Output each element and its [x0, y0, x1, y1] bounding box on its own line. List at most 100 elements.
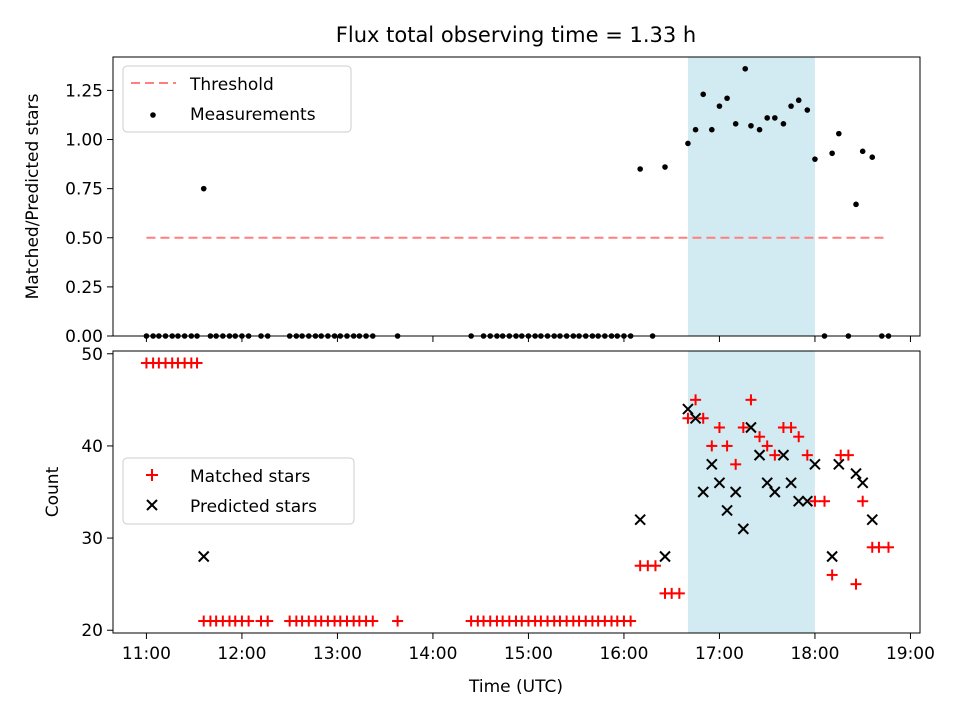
x-tick-label: 16:00 [599, 644, 648, 664]
measurement-point [836, 130, 842, 137]
measurement-point [742, 65, 749, 72]
x-tick-label: 15:00 [504, 644, 553, 664]
ratio-legend: Threshold Measurements [122, 65, 352, 133]
legend-matched-label: Matched stars [190, 467, 310, 487]
measurement-point [804, 107, 811, 113]
x-tick-label: 19:00 [886, 644, 935, 664]
predicted-star-point [713, 477, 726, 489]
matched-star-point [857, 495, 869, 507]
y-tick-label: 50 [81, 345, 103, 365]
matched-star-point [721, 440, 733, 452]
measurement-point [692, 126, 699, 133]
legend-measurements-swatch [150, 112, 156, 118]
x-tick-label: 12:00 [217, 644, 266, 664]
matched-star-point [649, 560, 661, 572]
predicted-star-point [801, 495, 814, 507]
x-tick-label: 13:00 [313, 644, 362, 664]
measurement-point [788, 103, 794, 109]
predicted-star-point [866, 513, 878, 526]
predicted-star-point [682, 403, 694, 415]
predicted-star-point [737, 523, 750, 535]
predicted-star-point [198, 550, 210, 563]
ratio-legend-box [122, 65, 352, 133]
ratio-highlight-span [687, 57, 815, 336]
matched-star-point [625, 615, 637, 627]
measurement-point [637, 166, 643, 172]
predicted-star-point [833, 458, 845, 471]
predicted-star-point [761, 477, 773, 489]
matched-star-point [769, 449, 781, 461]
predicted-star-point [729, 486, 742, 498]
chart-title: Flux total observing time = 1.33 h [336, 23, 696, 47]
measurement-point [756, 126, 763, 133]
matched-star-point [191, 357, 203, 369]
time-x-axis: 11:00 12:00 13:00 14:00 15:00 16:00 17:00 18:00… [122, 633, 935, 664]
count-y-axis: 20 30 40 50 [81, 345, 113, 641]
legend-threshold-label: Threshold [189, 75, 274, 95]
predicted-star-point [753, 449, 766, 461]
matched-star-point [392, 615, 404, 627]
matched-star-point [367, 615, 379, 627]
measurement-point [780, 121, 787, 127]
ratio-panel: 0.00 0.25 0.50 0.75 1.00 1.25 Matched/Predict… [23, 56, 921, 347]
y-tick-label: 1.25 [65, 81, 103, 101]
predicted-star-point [826, 550, 838, 563]
x-tick-label: 18:00 [790, 644, 839, 664]
predicted-star-point [634, 513, 646, 526]
y-tick-label: 0.25 [65, 278, 103, 298]
matched-star-point [882, 541, 894, 553]
matched-star-point [754, 431, 766, 443]
count-y-label: Count [43, 466, 63, 517]
measurement-point [685, 140, 691, 147]
predicted-star-point [777, 449, 790, 461]
y-tick-label: 1.00 [65, 131, 103, 151]
x-tick-label: 17:00 [695, 644, 744, 664]
matched-star-point [690, 394, 702, 406]
y-tick-label: 0.50 [65, 229, 103, 249]
matched-star-point [818, 495, 830, 507]
matched-star-point [850, 578, 862, 590]
measurement-point [764, 115, 770, 121]
y-tick-label: 30 [81, 529, 103, 549]
predicted-star-point [850, 467, 862, 480]
measurement-point [716, 103, 723, 109]
count-legend: Matched stars Predicted stars [122, 457, 355, 525]
matched-star-point [826, 569, 838, 581]
matched-star-point [697, 412, 709, 424]
ratio-axes-frame [112, 56, 921, 337]
matched-star-point [761, 440, 773, 452]
x-tick-label: 14:00 [408, 644, 457, 664]
y-tick-label: 0.75 [65, 180, 103, 200]
count-highlight-span [687, 351, 815, 633]
y-tick-label: 0.00 [65, 327, 103, 347]
ratio-y-axis: 0.00 0.25 0.50 0.75 1.00 1.25 [65, 81, 113, 347]
measurement-point [724, 95, 730, 102]
predicted-star-point [785, 477, 797, 489]
predicted-star-point [721, 504, 733, 517]
matched-star-point [745, 394, 757, 406]
matched-star-point [873, 541, 885, 553]
matched-star-point [713, 421, 725, 433]
predicted-star-point [745, 421, 757, 434]
matched-star-point [682, 412, 694, 424]
matched-star-point [785, 421, 797, 433]
measurement-point [812, 156, 818, 162]
measurement-point [700, 91, 707, 98]
predicted-star-point [689, 412, 702, 424]
predicted-star-point [809, 458, 821, 471]
ratio-y-label: Matched/Predicted stars [23, 93, 43, 299]
measurement-point [829, 150, 835, 157]
matched-star-point [809, 495, 821, 507]
measurement-point [853, 201, 859, 208]
measurement-point [772, 115, 778, 121]
matched-star-point [243, 615, 255, 627]
matched-star-point [262, 615, 274, 627]
predicted-star-point [697, 486, 709, 498]
matched-star-point [842, 449, 854, 461]
matched-star-point [706, 440, 718, 452]
y-tick-label: 20 [81, 621, 103, 641]
measurement-point [732, 121, 739, 127]
measurement-point [748, 122, 754, 129]
count-legend-box [122, 457, 355, 525]
